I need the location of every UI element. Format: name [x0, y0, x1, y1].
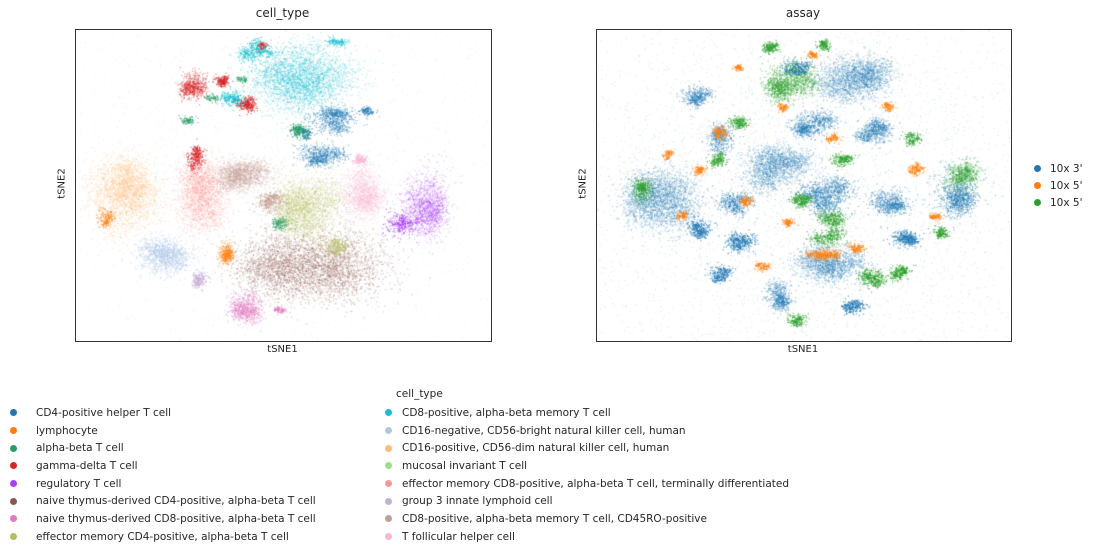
legend-marker-dot	[10, 427, 17, 435]
legend-item-label: effector memory CD4-positive, alpha-beta…	[36, 530, 289, 543]
legend-item: effector memory CD8-positive, alpha-beta…	[385, 475, 789, 493]
legend-item-label: regulatory T cell	[36, 477, 122, 490]
legend-marker-dot	[1034, 165, 1041, 172]
legend-marker-dot	[385, 480, 392, 488]
legend-item: CD4-positive helper T cell	[10, 404, 316, 422]
tsne-panel-assay	[596, 29, 1012, 342]
legend-item: 10x 5'	[1028, 194, 1095, 211]
legend-item: group 3 innate lymphoid cell	[385, 492, 789, 510]
legend-marker-dot	[10, 515, 17, 523]
legend-item-label: CD16-negative, CD56-bright natural kille…	[402, 424, 686, 437]
legend-marker-dot	[385, 462, 392, 470]
legend-item: alpha-beta T cell	[10, 439, 316, 457]
legend-marker-dot	[385, 444, 392, 452]
legend-item: 10x 3'	[1028, 160, 1095, 177]
legend-marker-dot	[385, 409, 392, 417]
legend-item-label: gamma-delta T cell	[36, 459, 138, 472]
legend-item-label: CD8-positive, alpha-beta memory T cell, …	[402, 512, 707, 525]
x-axis-label-assay: tSNE1	[787, 344, 819, 355]
legend-item: CD8-positive, alpha-beta memory T cell, …	[385, 510, 789, 528]
legend-item-label: 10x 5'	[1050, 196, 1083, 209]
legend-item-label: CD16-positive, CD56-dim natural killer c…	[402, 442, 670, 455]
legend-item: 10x 5'	[1028, 177, 1095, 194]
legend-marker-dot	[10, 497, 17, 505]
legend-marker-dot	[10, 444, 17, 452]
legend-marker-dot	[385, 427, 392, 435]
legend-marker-dot	[385, 515, 392, 523]
legend-item: lymphocyte	[10, 422, 316, 440]
legend-marker-dot	[10, 409, 17, 417]
legend-item: naive thymus-derived CD8-positive, alpha…	[10, 510, 316, 528]
legend-item-label: group 3 innate lymphoid cell	[402, 495, 553, 508]
legend-marker-dot	[1034, 199, 1041, 206]
legend-item: T follicular helper cell	[385, 528, 789, 546]
legend-marker-dot	[10, 462, 17, 470]
legend-marker-dot	[10, 480, 17, 488]
legend-item: regulatory T cell	[10, 475, 316, 493]
panel-title-assay: assay	[785, 6, 821, 20]
legend-item-label: naive thymus-derived CD4-positive, alpha…	[36, 495, 316, 508]
cell-type-legend-column-1: CD4-positive helper T cell lymphocyte alph…	[10, 404, 316, 546]
legend-item-label: mucosal invariant T cell	[402, 459, 528, 472]
y-axis-label-assay: tSNE2	[577, 168, 589, 199]
x-axis-label-cell-type: tSNE1	[267, 344, 298, 355]
legend-item-label: 10x 5'	[1050, 179, 1083, 192]
assay-scatter-canvas	[597, 30, 1011, 341]
legend-marker-dot	[1034, 182, 1041, 189]
legend-item-label: lymphocyte	[36, 424, 98, 437]
legend-item-label: CD8-positive, alpha-beta memory T cell	[402, 406, 611, 419]
cell-type-scatter-canvas	[76, 30, 491, 341]
legend-item-label: alpha-beta T cell	[36, 442, 124, 455]
legend-item: effector memory CD4-positive, alpha-beta…	[10, 528, 316, 546]
legend-item-label: T follicular helper cell	[402, 530, 515, 543]
y-axis-label-cell-type: tSNE2	[56, 168, 68, 199]
legend-item-label: naive thymus-derived CD8-positive, alpha…	[36, 512, 316, 525]
legend-item-label: 10x 3'	[1050, 162, 1083, 175]
tsne-panel-cell-type	[75, 29, 492, 342]
legend-marker-dot	[385, 497, 392, 505]
legend-marker-dot	[385, 533, 392, 541]
legend-item: gamma-delta T cell	[10, 457, 316, 475]
cell-type-legend-title: cell_type	[396, 388, 443, 400]
legend-item: CD16-positive, CD56-dim natural killer c…	[385, 439, 789, 457]
cell-type-legend-column-2: CD8-positive, alpha-beta memory T cell CD…	[385, 404, 789, 546]
legend-marker-dot	[10, 533, 17, 541]
legend-item-label: effector memory CD8-positive, alpha-beta…	[402, 477, 789, 490]
panel-title-cell-type: cell_type	[255, 6, 310, 20]
assay-legend: 10x 3' 10x 5' 10x 5'	[1028, 160, 1095, 211]
legend-item-label: CD4-positive helper T cell	[36, 406, 172, 419]
legend-item: mucosal invariant T cell	[385, 457, 789, 475]
legend-item: CD16-negative, CD56-bright natural kille…	[385, 422, 789, 440]
legend-item: CD8-positive, alpha-beta memory T cell	[385, 404, 789, 422]
legend-item: naive thymus-derived CD4-positive, alpha…	[10, 492, 316, 510]
